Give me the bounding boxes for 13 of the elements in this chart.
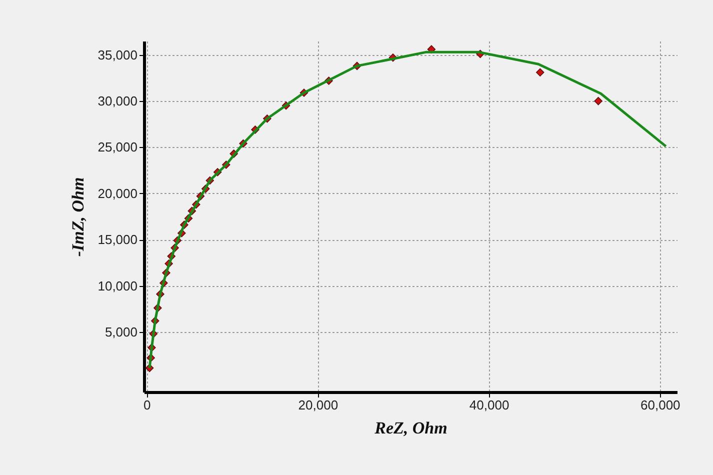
x-tick-label: 40,000	[469, 398, 510, 412]
y-axis-title: -ImZ, Ohm	[68, 177, 88, 257]
x-tick-label: 0	[143, 398, 151, 412]
y-tick-label: 20,000	[98, 186, 138, 201]
y-tick-label: 25,000	[98, 140, 138, 155]
y-tick-label: 35,000	[98, 47, 138, 62]
y-tick-label: 5,000	[104, 324, 138, 340]
y-tick-label: 10,000	[98, 278, 138, 294]
x-axis-title: ReZ, Ohm	[374, 418, 448, 438]
x-tick-label: 20,000	[298, 398, 338, 412]
y-tick-label: 30,000	[98, 94, 138, 109]
x-tick-label: 60,000	[640, 398, 680, 412]
y-tick-label: 15,000	[98, 232, 138, 248]
